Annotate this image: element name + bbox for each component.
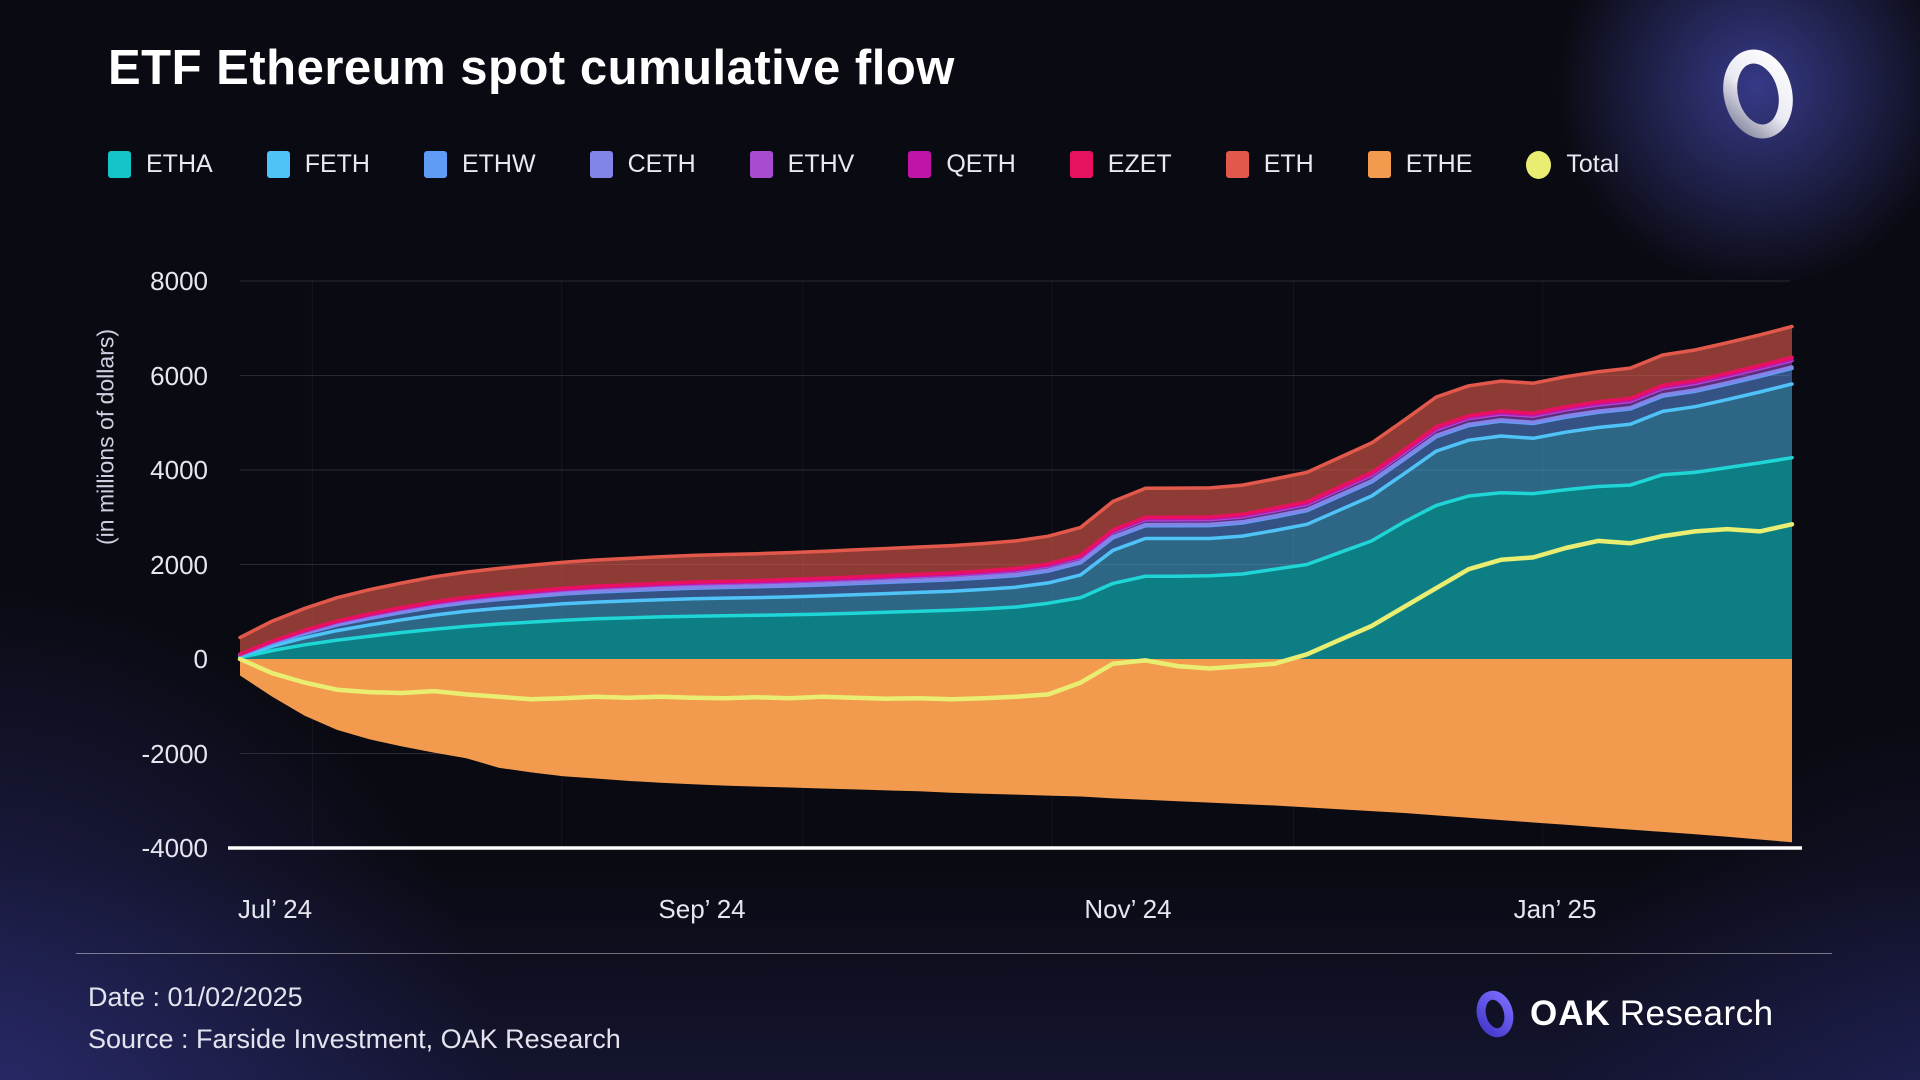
legend-swatch-ezet (1069, 151, 1093, 178)
chart-legend: ETHA FETH ETHW CETH ETHV QETH EZET ETH ETHE Total (108, 150, 1619, 179)
boundary-eth (238, 324, 1794, 640)
footer-divider (76, 953, 1832, 954)
area-ceth (240, 367, 1792, 656)
brand-research-text: Research (1619, 994, 1774, 1033)
oak-logo-ring-icon (1472, 986, 1518, 1042)
y-tick-label: -2000 (141, 739, 209, 769)
brand-text: OAK Research (1530, 994, 1774, 1034)
legend-item-eth: ETH (1225, 150, 1314, 179)
legend-label: ETHA (146, 150, 213, 178)
area-ezet (240, 357, 1792, 655)
area-eth (240, 326, 1792, 654)
total-line (237, 522, 1795, 702)
date-label: Date : 01/02/2025 (88, 982, 303, 1012)
legend-label: QETH (946, 150, 1016, 178)
legend-item-ceth: CETH (589, 150, 696, 179)
legend-swatch-eth (1225, 151, 1249, 178)
brand-oak-text: OAK (1530, 994, 1611, 1033)
y-tick-label: 4000 (150, 455, 208, 485)
legend-swatch-ethw (423, 151, 447, 178)
legend-item-qeth: QETH (908, 150, 1016, 179)
oak-ring-logo-icon (1712, 38, 1804, 150)
legend-label: CETH (627, 150, 696, 178)
boundary-qeth (238, 357, 1794, 657)
legend-swatch-qeth (908, 151, 932, 178)
legend-label: FETH (304, 150, 370, 178)
y-tick-label: 2000 (150, 550, 208, 580)
area-qeth (240, 359, 1792, 655)
footer-brand: OAK Research (1472, 986, 1774, 1042)
legend-swatch-total (1526, 150, 1552, 179)
legend-swatch-ethv (749, 151, 773, 178)
legend-label: ETHV (787, 150, 855, 178)
legend-item-total: Total (1526, 150, 1619, 179)
y-tick-label: 8000 (150, 266, 208, 296)
x-tick-label: Jul’ 24 (237, 894, 313, 924)
page-title: ETF Ethereum spot cumulative flow (108, 41, 955, 95)
legend-swatch-etha (108, 151, 131, 178)
boundary-ethv (238, 358, 1794, 657)
y-tick-label: 0 (193, 644, 208, 674)
legend-item-ethw: ETHW (423, 150, 536, 179)
legend-item-etha: ETHA (108, 150, 213, 179)
legend-item-ethe: ETHE (1367, 150, 1473, 179)
legend-label: ETH (1263, 150, 1314, 178)
area-etha (240, 457, 1792, 659)
area-feth (240, 384, 1792, 658)
legend-swatch-ceth (589, 151, 613, 178)
boundary-ezet (238, 355, 1794, 656)
legend-item-ezet: EZET (1069, 150, 1172, 179)
boundary-ethw (238, 366, 1794, 657)
x-tick-label: Nov’ 24 (1084, 894, 1172, 924)
boundary-feth (238, 382, 1794, 658)
legend-label: Total (1566, 150, 1620, 178)
source-label: Source : Farside Investment, OAK Researc… (88, 1024, 621, 1054)
x-tick-label: Sep’ 24 (658, 894, 746, 924)
y-tick-label: 6000 (150, 361, 208, 391)
area-ethe (240, 659, 1792, 843)
legend-swatch-feth (266, 151, 290, 178)
x-tick-label: Jan’ 25 (1513, 894, 1597, 924)
legend-label: ETHE (1405, 150, 1473, 178)
legend-item-ethv: ETHV (749, 150, 855, 179)
legend-label: EZET (1107, 150, 1172, 178)
boundary-etha (238, 455, 1794, 660)
legend-label: ETHW (461, 150, 536, 178)
area-ethw (240, 368, 1792, 657)
area-ethv (240, 360, 1792, 655)
legend-item-feth: FETH (266, 150, 370, 179)
y-tick-label: -4000 (141, 833, 209, 863)
boundary-ceth (238, 365, 1794, 657)
legend-swatch-ethe (1367, 151, 1391, 178)
